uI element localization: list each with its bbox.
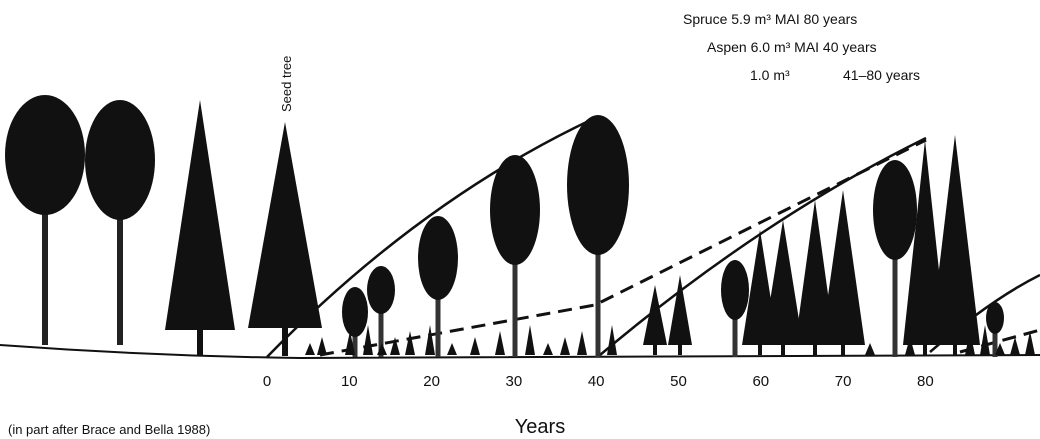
seedling bbox=[607, 325, 617, 355]
seedling bbox=[470, 337, 480, 355]
x-tick-label: 70 bbox=[835, 373, 852, 390]
trunk bbox=[42, 160, 48, 345]
spruce bbox=[763, 220, 803, 345]
aspen-crown bbox=[490, 155, 540, 265]
seedling bbox=[305, 343, 315, 355]
trunk bbox=[813, 345, 817, 355]
aspen-trunk bbox=[992, 330, 998, 357]
trunk bbox=[781, 345, 785, 355]
seedling bbox=[995, 343, 1005, 355]
aspen-trunk bbox=[435, 296, 441, 357]
x-tick-label: 60 bbox=[752, 373, 769, 390]
seedling bbox=[425, 325, 435, 355]
seedling bbox=[447, 343, 457, 355]
x-tick-label: 50 bbox=[670, 373, 687, 390]
trunk bbox=[282, 328, 288, 356]
seedling bbox=[965, 331, 975, 355]
seedling bbox=[317, 337, 327, 355]
spruce bbox=[643, 285, 667, 345]
aspen-crown bbox=[567, 115, 629, 255]
x-tick-label: 20 bbox=[423, 373, 440, 390]
seedling bbox=[980, 325, 990, 355]
seedling bbox=[405, 331, 415, 355]
seedling bbox=[345, 331, 355, 355]
spruce bbox=[668, 275, 692, 345]
spruce-tree bbox=[165, 100, 235, 330]
seedling bbox=[560, 337, 570, 355]
spruce bbox=[821, 190, 865, 345]
aspen-crown bbox=[873, 160, 917, 260]
aspen-trunk bbox=[595, 251, 601, 357]
x-tick-label: 30 bbox=[506, 373, 523, 390]
x-tick-label: 80 bbox=[917, 373, 934, 390]
crown bbox=[85, 100, 155, 220]
aspen-trunk bbox=[732, 316, 738, 357]
aspen-crown bbox=[721, 260, 749, 320]
seedling bbox=[543, 343, 553, 355]
aspen-trunk bbox=[352, 333, 358, 357]
aspen-note: Aspen 6.0 m³ MAI 40 years bbox=[707, 39, 877, 55]
illustration bbox=[0, 95, 1040, 360]
spruce bbox=[930, 135, 980, 345]
trunk bbox=[841, 345, 845, 355]
aspen-crown bbox=[367, 266, 395, 314]
aspen-trunk bbox=[378, 310, 384, 357]
x-axis-label: Years bbox=[515, 416, 565, 438]
ground bbox=[0, 344, 1040, 360]
spruce-note: Spruce 5.9 m³ MAI 80 years bbox=[683, 11, 857, 27]
understory-period: 41–80 years bbox=[843, 67, 920, 83]
aspen-crown bbox=[342, 287, 368, 337]
crown bbox=[5, 95, 85, 215]
seedling bbox=[390, 337, 400, 355]
trunk bbox=[117, 165, 123, 345]
x-tick-label: 40 bbox=[588, 373, 605, 390]
aspen-crown bbox=[986, 302, 1004, 334]
seedling bbox=[377, 343, 387, 355]
seedling bbox=[905, 337, 915, 355]
trunk bbox=[923, 345, 927, 355]
aspen-trunk bbox=[512, 261, 518, 357]
seedling bbox=[1025, 331, 1035, 355]
trunk bbox=[758, 345, 762, 355]
aspen-crown bbox=[418, 216, 458, 300]
understory-volume: 1.0 m³ bbox=[750, 67, 790, 83]
seedling bbox=[577, 331, 587, 355]
trunk bbox=[678, 345, 682, 355]
seed-tree-label: Seed tree bbox=[279, 56, 294, 112]
seedling bbox=[363, 325, 373, 355]
trunk bbox=[653, 345, 657, 355]
aspen-trunk bbox=[892, 256, 898, 357]
seedling bbox=[1010, 337, 1020, 355]
spruce-curve bbox=[599, 136, 927, 356]
seed-tree bbox=[248, 122, 322, 328]
x-tick-label: 0 bbox=[263, 373, 271, 390]
x-tick-label: 10 bbox=[341, 373, 358, 390]
trunk bbox=[953, 345, 957, 355]
trunk bbox=[197, 330, 203, 355]
spruce bbox=[903, 140, 947, 345]
caption: (in part after Brace and Bella 1988) bbox=[8, 422, 210, 437]
seedling bbox=[495, 331, 505, 355]
seedling bbox=[865, 343, 875, 355]
understory-curve bbox=[319, 138, 927, 357]
seedling bbox=[525, 325, 535, 355]
spruce bbox=[795, 200, 835, 345]
